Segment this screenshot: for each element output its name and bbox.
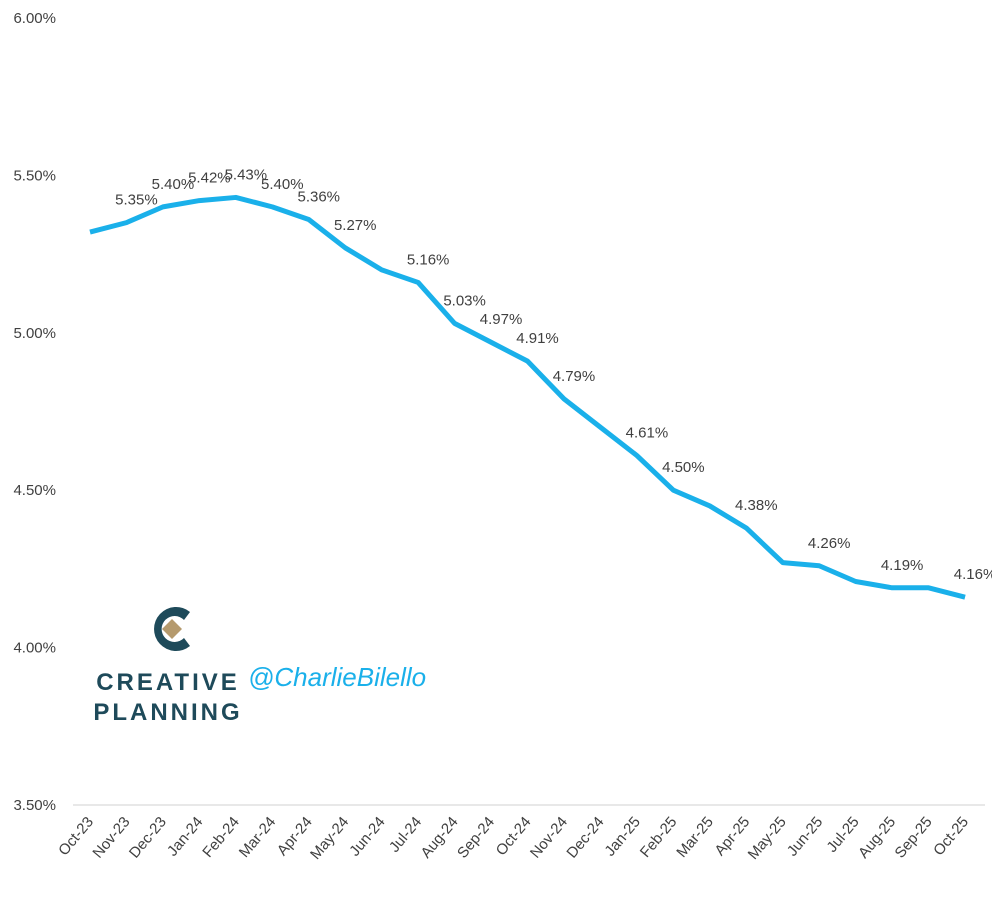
data-label: 5.40% xyxy=(152,176,195,193)
y-tick-label: 3.50% xyxy=(13,797,56,814)
x-tick-label: Sep-25 xyxy=(892,814,936,862)
data-label: 4.91% xyxy=(516,330,559,347)
data-label: 5.27% xyxy=(334,217,377,234)
data-label: 4.16% xyxy=(954,566,992,583)
data-label: 5.42% xyxy=(188,170,231,187)
data-label: 5.16% xyxy=(407,251,450,268)
logo-diamond xyxy=(162,619,182,639)
x-tick-label: Oct-25 xyxy=(930,814,972,859)
x-tick-label: Jun-24 xyxy=(346,814,389,860)
data-label: 4.38% xyxy=(735,497,778,514)
y-tick-label: 6.00% xyxy=(13,10,56,27)
data-label: 4.50% xyxy=(662,459,705,476)
x-tick-label: Nov-23 xyxy=(89,814,133,862)
x-tick-label: Mar-25 xyxy=(673,814,717,861)
line xyxy=(89,194,966,600)
x-tick-label: Aug-25 xyxy=(855,814,899,862)
x-tick-label: Feb-24 xyxy=(199,814,243,861)
x-tick-label: May-24 xyxy=(307,814,352,863)
x-tick-label: Jan-25 xyxy=(601,814,644,860)
x-tick-label: Nov-24 xyxy=(527,814,571,862)
y-tick-label: 4.00% xyxy=(13,640,56,657)
brand-line: PLANNING xyxy=(93,699,242,726)
y-tick-label: 5.00% xyxy=(13,325,56,342)
x-tick-label: Dec-23 xyxy=(126,814,170,862)
data-label: 4.79% xyxy=(553,368,596,385)
data-label: 5.43% xyxy=(225,166,268,183)
y-tick-label: 4.50% xyxy=(13,482,56,499)
data-label: 4.61% xyxy=(626,425,669,442)
data-label: 5.03% xyxy=(443,292,486,309)
data-label: 5.35% xyxy=(115,192,158,209)
x-tick-label: Jan-24 xyxy=(164,814,207,860)
data-label: 4.19% xyxy=(881,557,924,574)
x-tick-label: May-25 xyxy=(745,814,790,863)
x-tick-label: Jun-25 xyxy=(784,814,827,860)
brand-line: CREATIVE xyxy=(96,669,240,696)
x-tick-label: Feb-25 xyxy=(637,814,681,861)
handle: @CharlieBilello xyxy=(248,662,426,692)
x-tick-label: Sep-24 xyxy=(454,814,498,862)
x-tick-label: Dec-24 xyxy=(563,814,607,862)
y-tick-label: 5.50% xyxy=(13,167,56,184)
logo-ring xyxy=(154,607,190,651)
data-label: 4.26% xyxy=(808,535,851,552)
logo xyxy=(154,607,190,651)
x-tick-label: Aug-24 xyxy=(418,814,462,862)
data-label: 5.36% xyxy=(297,188,340,205)
data-label: 5.40% xyxy=(261,176,304,193)
x-tick-label: Mar-24 xyxy=(236,814,280,861)
data-label: 4.97% xyxy=(480,311,523,328)
